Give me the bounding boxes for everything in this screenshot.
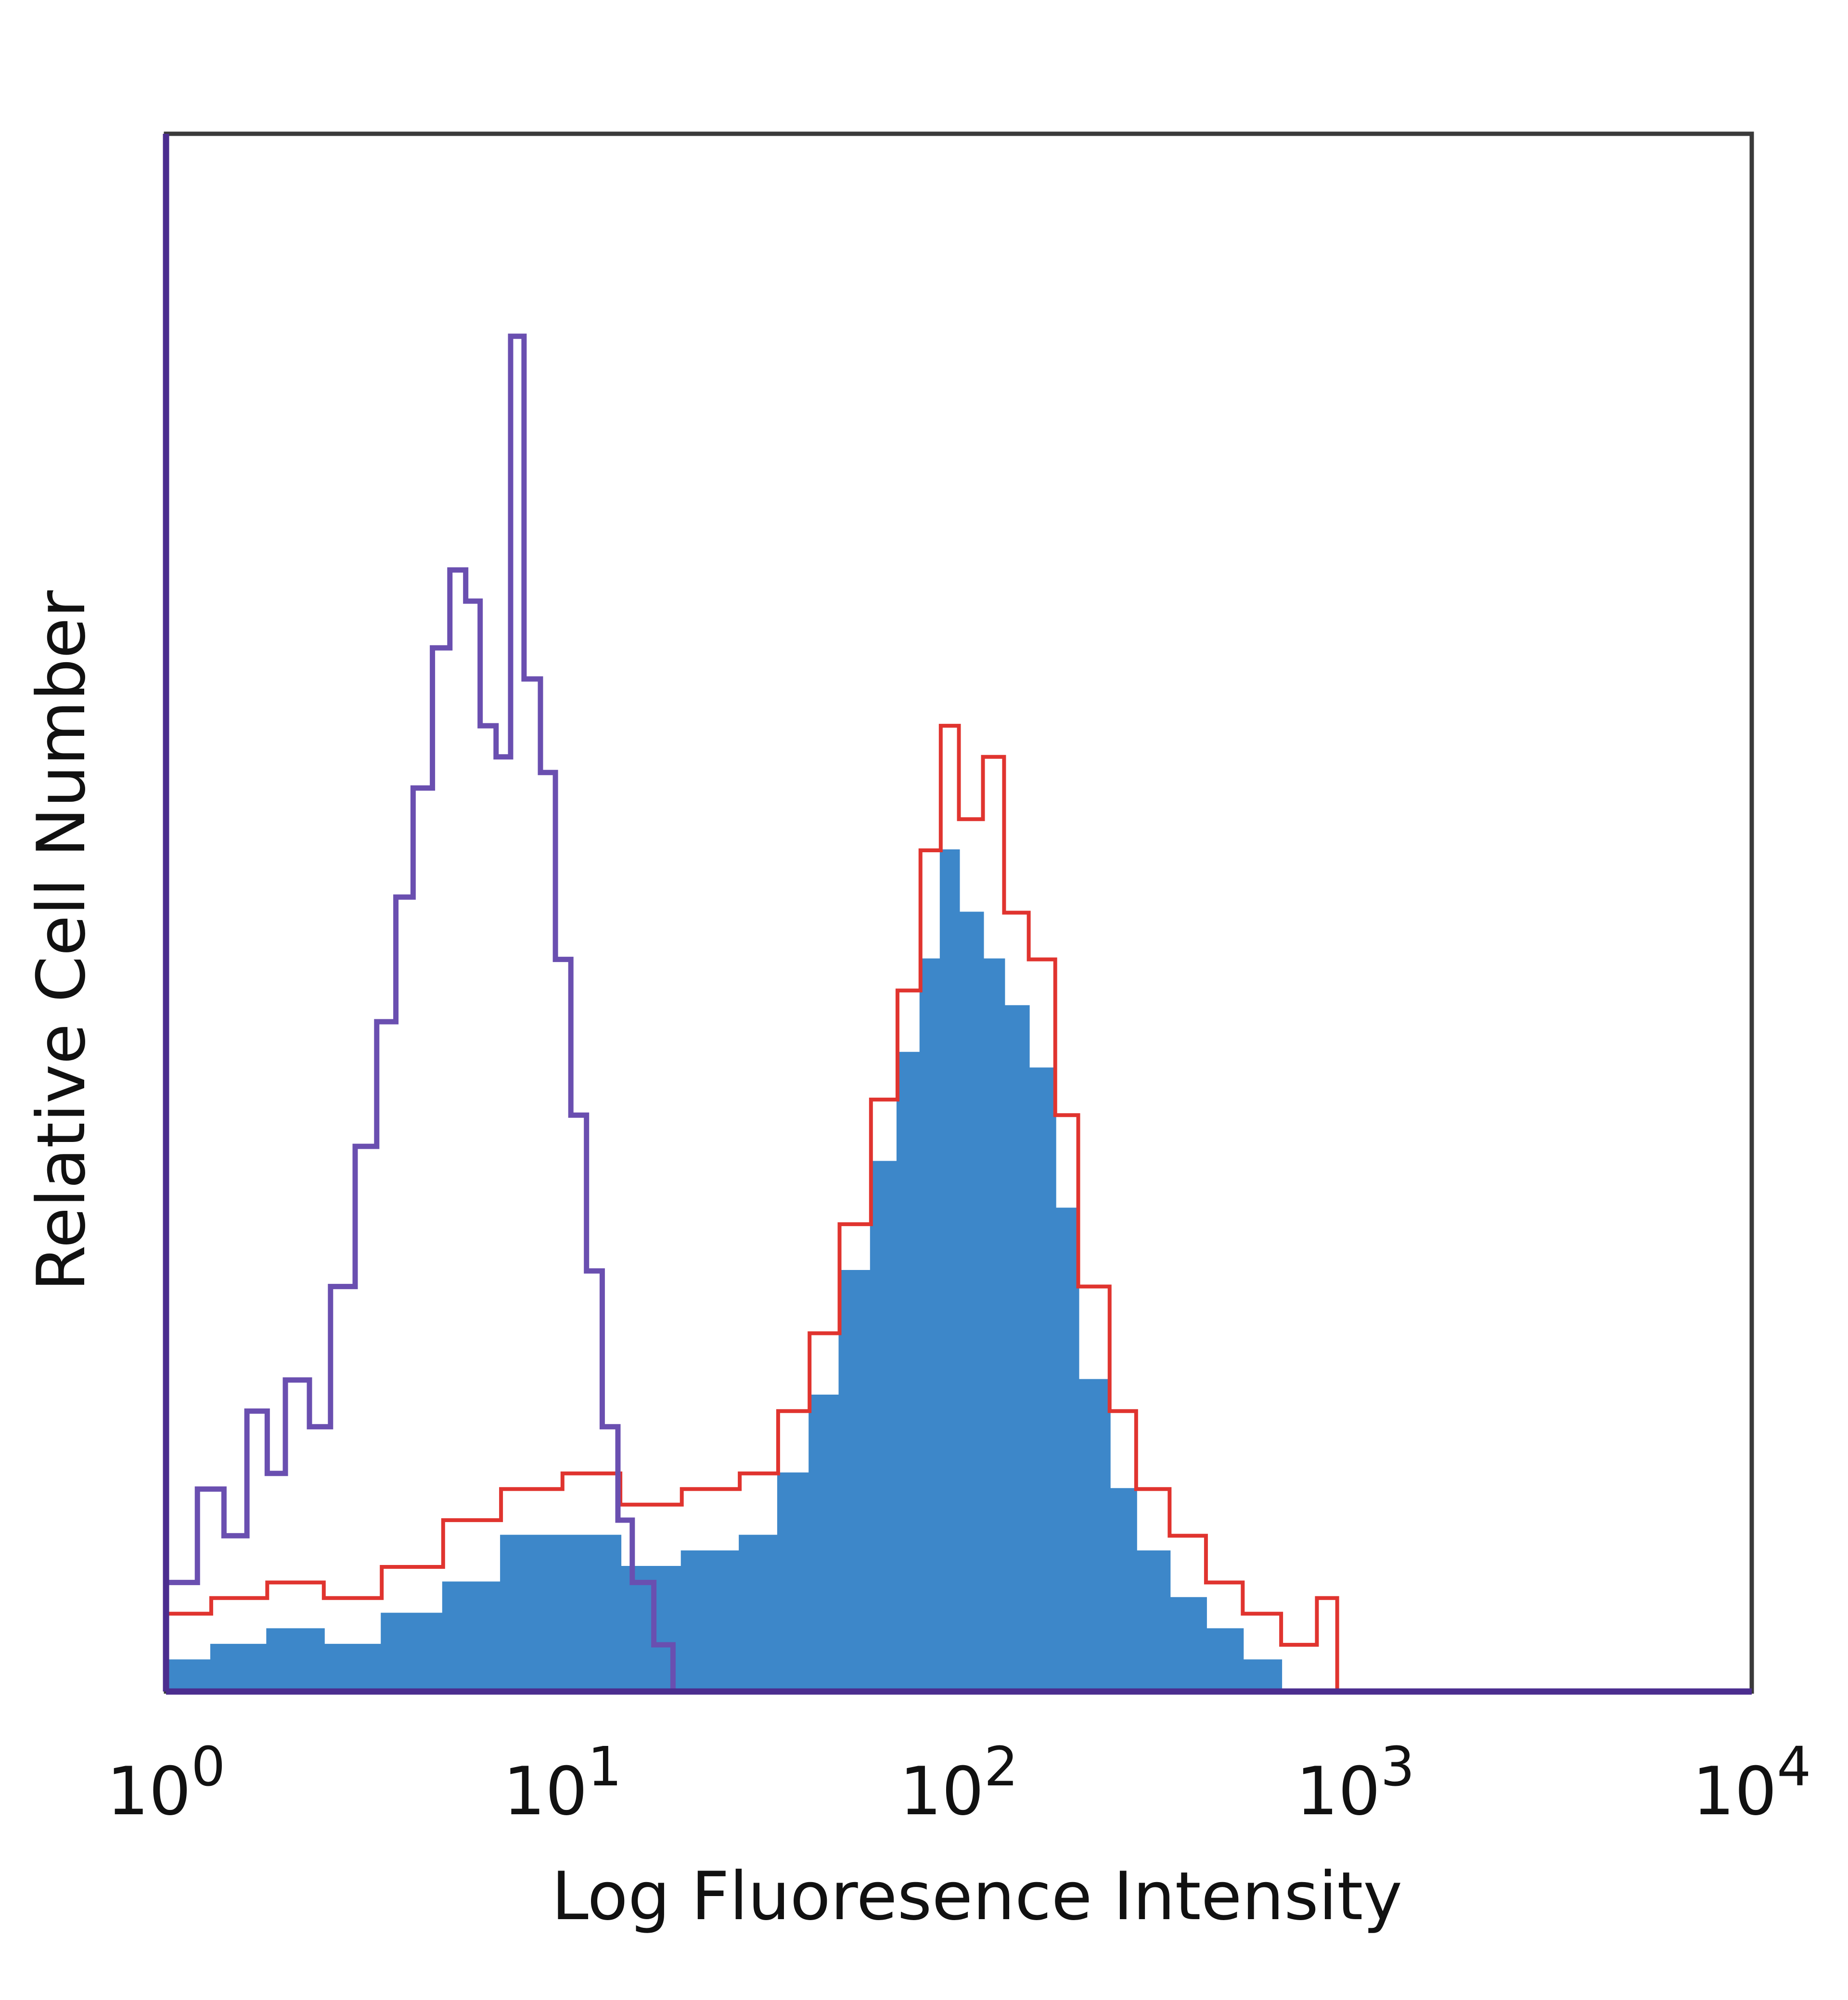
y-axis-title: Relative Cell Number <box>23 590 100 1291</box>
x-tick-label: 100 <box>107 1736 226 1830</box>
series-stained-outline <box>164 724 1339 1692</box>
x-tick-label: 102 <box>899 1736 1018 1830</box>
series-stained-filled <box>165 849 1283 1692</box>
series-isotype-control-outline <box>163 333 676 1692</box>
x-tick-labels: 100 101 102 103 104 <box>107 1736 1811 1830</box>
x-tick-label: 103 <box>1296 1736 1415 1830</box>
x-tick-label: 101 <box>503 1736 622 1830</box>
x-axis-title: Log Fluoresence Intensity <box>552 1858 1402 1935</box>
series-layer <box>163 333 1339 1692</box>
x-tick-label: 104 <box>1693 1736 1811 1830</box>
